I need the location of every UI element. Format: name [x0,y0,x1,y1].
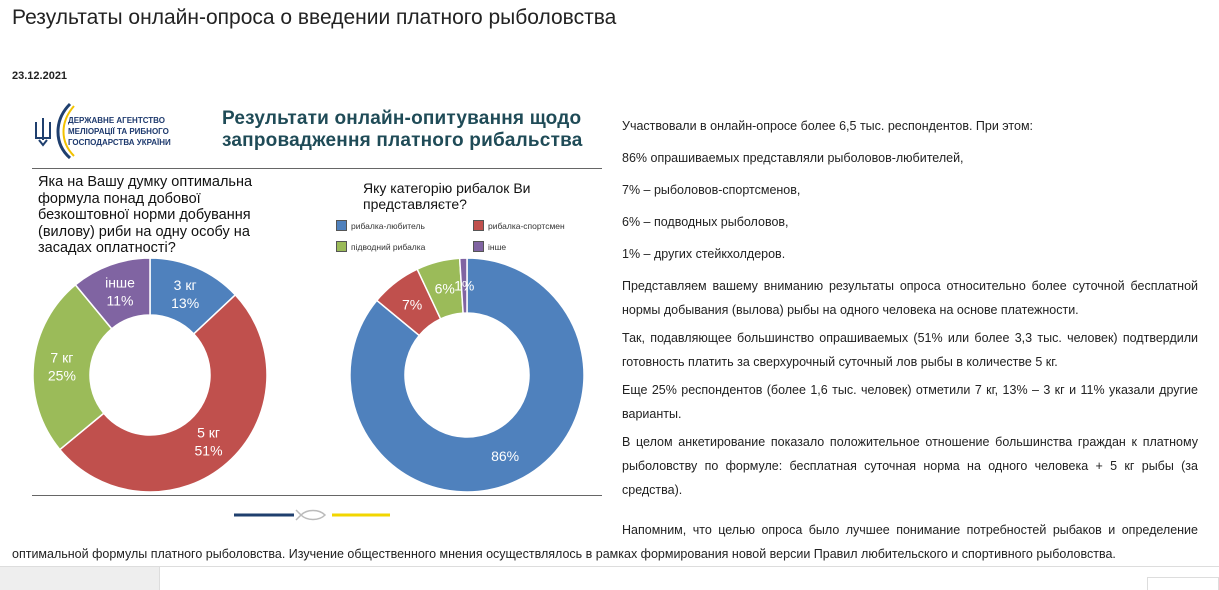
paragraph: 86% опрашиваемых представляли рыболовов-… [622,151,964,165]
slice-percent-label: 11% [107,293,134,309]
q1-line: Яка на Вашу думку оптимальна [38,174,253,190]
q1-line: засадах оплатності? [38,240,176,256]
legend-swatch [473,241,484,252]
donut-chart-formula: 3 кг 13% 5 кг 51% 7 кг 25% інше 11% [32,257,268,493]
paragraph: 6% – подводных рыболовов, [622,215,789,229]
legend-item: рибалка-любитель [336,220,425,231]
slice-name-label: 3 кг [174,277,197,293]
article-body: Участвовали в онлайн-опросе более 6,5 ты… [622,118,1198,518]
donut-slice [458,257,468,314]
donut-chart-category: 86% 7% 6% 1% [349,257,585,493]
q1-line: безкоштовної норми добування [38,207,251,223]
question-2: Яку категорію рибалок Ви представляєте? [363,180,530,212]
publish-date: 23.12.2021 [12,70,68,82]
divider [32,168,602,169]
page-title: Результаты онлайн-опроса о введении плат… [12,6,617,29]
legend-swatch [336,220,347,231]
slice-percent-label: 51% [195,442,223,458]
paragraph: В целом анкетирование показало положител… [622,435,1198,497]
trident-icon [35,118,51,147]
paragraph: Представляем вашему вниманию результаты … [622,279,1198,317]
donut-slice [32,283,113,451]
paragraph-closing: Напомним, что целью опроса было лучшее п… [12,523,1198,561]
legend-item: підводний рибалка [336,241,425,252]
agency-line: ГОСПОДАРСТВА УКРАЇНИ [68,138,171,147]
footer-bar [0,566,1219,590]
slice-name-label: 7 кг [50,350,73,366]
paragraph: Так, подавляющее большинство опрашиваемы… [622,331,1198,369]
q2-line: представляєте? [363,196,467,212]
legend-swatch [473,220,484,231]
slice-percent-label: 7% [402,296,422,312]
fish-divider-icon [234,509,390,521]
agency-logo [35,102,75,160]
q1-line: (вилову) риби на одну особу на [38,223,250,240]
agency-name: ДЕРЖАВНЕ АГЕНТСТВО МЕЛІОРАЦІЇ ТА РИБНОГО… [68,115,171,148]
agency-line: ДЕРЖАВНЕ АГЕНТСТВО [68,116,165,125]
slice-percent-label: 13% [171,295,199,311]
slice-name-label: 5 кг [197,424,220,440]
paragraph: 7% – рыболовов-спортсменов, [622,183,801,197]
q1-line: формула понад добової [38,190,201,207]
slice-percent-label: 86% [491,448,519,464]
footer-left-panel [0,567,160,590]
agency-line: МЕЛІОРАЦІЇ ТА РИБНОГО [68,127,169,136]
infographic-title-line: Результати онлайн-опитування щодо [222,108,582,129]
legend-label: підводний рибалка [351,241,426,252]
paragraph: 1% – других стейкхолдеров. [622,247,786,261]
legend-label: інше [488,241,507,252]
legend-item: інше [473,241,506,252]
donut-slice [349,257,585,493]
paragraph: Участвовали в онлайн-опросе более 6,5 ты… [622,119,1034,133]
slice-percent-label: 1% [454,278,474,294]
paragraph: Еще 25% респондентов (более 1,6 тыс. чел… [622,383,1198,421]
q2-line: Яку категорію рибалок Ви [363,180,531,196]
divider [32,495,602,496]
infographic-title-line: запровадження платного рибальства [222,130,583,151]
donut-slice [58,293,268,493]
legend-item: рибалка-спортсмен [473,220,565,231]
infographic-title: Результати онлайн-опитування щодо запров… [222,108,582,152]
slice-name-label: інше [105,275,135,291]
question-1: Яка на Вашу думку оптимальна формула пон… [38,174,288,257]
infographic: ДЕРЖАВНЕ АГЕНТСТВО МЕЛІОРАЦІЇ ТА РИБНОГО… [20,90,610,530]
slice-percent-label: 25% [48,368,76,384]
legend-label: рибалка-спортсмен [488,220,565,231]
slice-percent-label: 6% [435,280,455,296]
footer-button[interactable] [1147,577,1219,590]
legend-label: рибалка-любитель [351,220,425,231]
legend-swatch [336,241,347,252]
donut-slice [74,257,151,330]
